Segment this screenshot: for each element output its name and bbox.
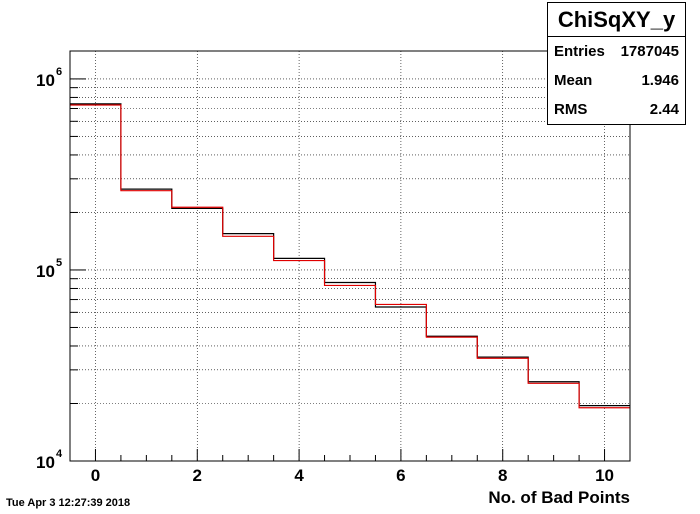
x-tick-label: 10	[595, 466, 614, 485]
stats-value-mean: 1.946	[641, 72, 679, 89]
y-tick-label: 10	[36, 71, 55, 90]
stats-row-mean: Mean 1.946	[548, 66, 685, 95]
x-tick-label: 4	[294, 466, 304, 485]
histogram-line-1	[70, 103, 630, 407]
y-tick-label: 10	[36, 453, 55, 472]
stats-label-entries: Entries	[554, 43, 605, 60]
y-tick-exponent: 6	[56, 66, 62, 78]
x-tick-label: 0	[91, 466, 100, 485]
y-tick-exponent: 5	[56, 257, 62, 269]
stats-value-rms: 2.44	[649, 101, 679, 118]
stats-label-rms: RMS	[554, 101, 588, 118]
stats-box: ChiSqXY_y Entries 1787045 Mean 1.946 RMS…	[547, 2, 686, 125]
x-tick-label: 8	[498, 466, 507, 485]
timestamp: Tue Apr 3 12:27:39 2018	[6, 497, 131, 509]
x-tick-label: 2	[193, 466, 202, 485]
grid-lines	[70, 51, 630, 462]
x-axis-label: No. of Bad Points	[488, 488, 630, 507]
y-tick-exponent: 4	[56, 448, 63, 460]
x-tick-label: 6	[396, 466, 405, 485]
histogram-series	[70, 103, 630, 409]
x-axis-ticks: 0 2 4 6 8 10	[91, 449, 614, 485]
stats-value-entries: 1787045	[620, 43, 679, 60]
plot-frame	[69, 50, 631, 462]
stats-row-rms: RMS 2.44	[548, 95, 685, 124]
histogram-line-2	[70, 104, 630, 409]
stats-label-mean: Mean	[554, 72, 593, 89]
y-tick-label: 10	[36, 262, 55, 281]
stats-title: ChiSqXY_y	[548, 3, 685, 37]
stats-row-entries: Entries 1787045	[548, 37, 685, 66]
